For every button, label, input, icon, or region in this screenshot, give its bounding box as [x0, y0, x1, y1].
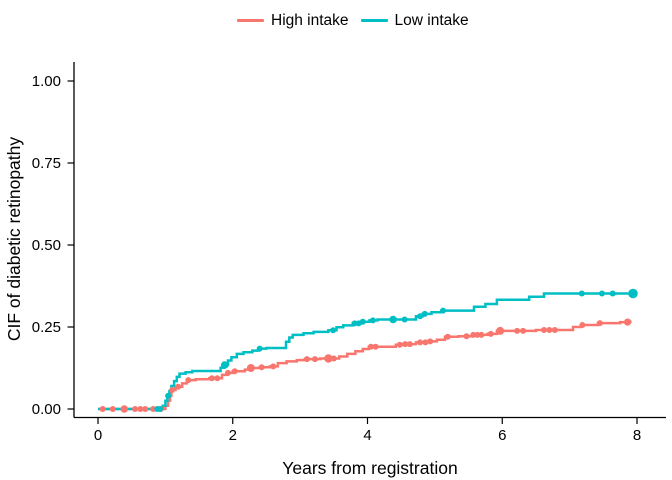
y-tick-label: 0.75 [32, 155, 61, 172]
censor-dot [401, 316, 408, 323]
censor-dot [496, 326, 505, 335]
censor-dot [369, 317, 376, 324]
legend-label-high-intake: High intake [271, 12, 349, 29]
censor-dot [514, 327, 521, 334]
legend-line-swatch-low-intake [360, 19, 388, 23]
censor-dot [463, 333, 470, 340]
censor-dot [389, 315, 397, 324]
y-axis-title: CIF of diabetic retinopathy [4, 137, 24, 342]
censor-dot [579, 322, 586, 328]
censor-dot [372, 343, 379, 350]
censor-dot [487, 330, 494, 337]
censor-dot [444, 333, 451, 340]
censor-dot [478, 331, 485, 338]
censor-dot [214, 375, 221, 382]
censor-dot [169, 387, 176, 393]
y-tick-label: 1.00 [32, 73, 61, 90]
censor-dot [541, 327, 547, 333]
censor-dot [120, 405, 129, 413]
censor-dot [422, 339, 429, 346]
censor-dot [578, 290, 585, 297]
x-axis-title: Years from registration [282, 458, 457, 478]
censor-dot [546, 327, 553, 333]
censor-dot [231, 368, 238, 375]
censor-dot [551, 327, 558, 333]
curve-high-intake [98, 320, 632, 411]
censor-dot [609, 290, 616, 297]
censor-dot [99, 406, 106, 412]
censor-dot [520, 327, 527, 334]
censor-dot [246, 364, 255, 372]
censor-dot [624, 318, 632, 326]
legend-item-high-intake: High intake [237, 13, 349, 29]
censor-dot [421, 310, 428, 317]
censor-dot [258, 364, 265, 371]
legend: High intake Low intake [237, 13, 469, 29]
censor-dot [225, 369, 231, 376]
censor-dot [440, 307, 446, 314]
censor-dot [406, 341, 413, 348]
x-tick-label: 2 [229, 427, 237, 444]
censor-dot [256, 345, 263, 352]
censor-dot [132, 406, 139, 412]
censor-dot [137, 406, 144, 412]
censor-dot [150, 406, 157, 412]
censor-dot [427, 338, 434, 345]
censor-dot [628, 288, 638, 299]
curve-low-intake [98, 292, 637, 411]
censor-dot [109, 406, 116, 412]
censor-dot [359, 318, 366, 325]
x-tick-label: 0 [94, 427, 102, 444]
censor-dot [596, 320, 603, 327]
x-tick-label: 4 [363, 427, 371, 444]
censor-dot [311, 356, 318, 363]
x-tick-label: 8 [633, 427, 641, 444]
censor-dot [324, 354, 333, 363]
censor-dot [185, 377, 192, 384]
censor-dot [396, 341, 403, 348]
markers-low-intake [154, 288, 638, 412]
censor-dot [208, 375, 215, 382]
censor-dot [367, 343, 374, 350]
censor-dot [417, 339, 424, 346]
y-tick-label: 0.25 [32, 319, 61, 336]
markers-high-intake [99, 318, 632, 413]
legend-line-swatch-high-intake [237, 19, 264, 23]
censor-dot [303, 356, 310, 363]
series-curves [98, 288, 638, 413]
censor-dot [417, 313, 424, 320]
censor-dot [142, 406, 149, 412]
censor-dot [599, 290, 605, 297]
x-tick-label: 6 [498, 427, 506, 444]
y-tick-label: 0.50 [32, 237, 61, 254]
censor-dot [402, 341, 409, 348]
censor-dot [157, 406, 163, 412]
censor-dot [474, 331, 481, 338]
legend-item-low-intake: Low intake [360, 12, 469, 29]
y-tick-label: 0.00 [32, 401, 61, 418]
censor-dot [220, 361, 229, 369]
censor-dot [270, 363, 277, 370]
censor-dot [330, 327, 337, 334]
censor-dot [330, 355, 337, 362]
censor-dot [175, 383, 182, 390]
axes: 0 2 4 6 8 0.00 0.25 0.50 0.75 1.00 [32, 62, 666, 444]
censor-dot [165, 392, 172, 399]
legend-label-low-intake: Low intake [394, 12, 469, 29]
